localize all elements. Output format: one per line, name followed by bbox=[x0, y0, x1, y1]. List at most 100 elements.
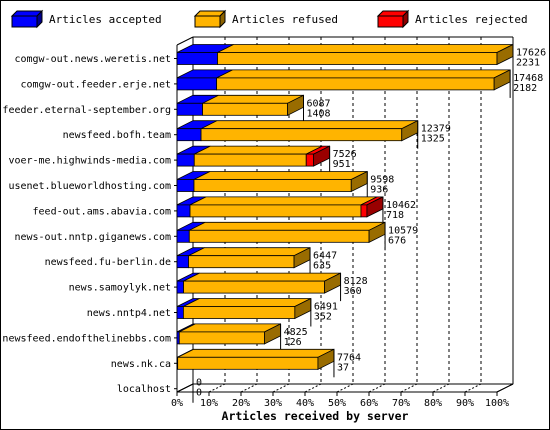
total-value-label: 9598 bbox=[370, 175, 394, 186]
bar-top bbox=[183, 272, 341, 282]
bar-segment bbox=[176, 179, 195, 192]
floor-gridline bbox=[240, 383, 258, 393]
accepted-value-label: 676 bbox=[388, 235, 406, 246]
floor-gridline bbox=[208, 383, 226, 393]
accepted-value-label: 718 bbox=[386, 210, 404, 221]
x-tick-label: 40% bbox=[296, 398, 314, 409]
x-tick-label: 100% bbox=[485, 398, 509, 409]
bar-top bbox=[183, 298, 312, 307]
y-axis-top-depth bbox=[176, 36, 194, 46]
bar-top bbox=[200, 120, 418, 130]
x-axis-title: Articles received by server bbox=[222, 409, 409, 423]
bar-top bbox=[217, 44, 514, 53]
accepted-value-label: 126 bbox=[284, 337, 302, 348]
bar-segment bbox=[176, 306, 184, 319]
bar-segment bbox=[176, 52, 218, 65]
category-label: newsfeed.fu-berlin.de bbox=[45, 257, 171, 268]
bar-segment bbox=[176, 128, 202, 142]
bar-top bbox=[179, 323, 281, 333]
accepted-value-label: 1408 bbox=[307, 108, 331, 119]
x-tick-label: 80% bbox=[424, 398, 442, 409]
total-value-label: 6491 bbox=[314, 302, 338, 313]
x-tick-label: 20% bbox=[232, 398, 250, 409]
legend-swatch bbox=[194, 15, 221, 28]
accepted-value-label: 360 bbox=[344, 286, 362, 297]
total-value-label: 12379 bbox=[421, 124, 451, 135]
accepted-value-label: 352 bbox=[314, 312, 332, 323]
accepted-value-label: 37 bbox=[337, 362, 349, 373]
category-label: voer-me.highwinds-media.com bbox=[8, 156, 171, 167]
total-value-label: 0 bbox=[196, 378, 202, 389]
total-value-label: 4825 bbox=[284, 327, 308, 338]
category-label: news.nk.ca bbox=[111, 359, 171, 370]
bar-segment bbox=[182, 306, 296, 319]
floor-gridline bbox=[432, 383, 450, 393]
accepted-value-label: 951 bbox=[333, 159, 351, 170]
category-label: comgw-out.news.weretis.net bbox=[14, 54, 171, 65]
bar-segment bbox=[200, 128, 403, 142]
bar-top bbox=[193, 171, 368, 180]
accepted-value-label: 2231 bbox=[516, 58, 540, 69]
accepted-value-label: 2182 bbox=[513, 83, 537, 94]
bar-segment bbox=[176, 204, 191, 218]
category-label: newsfeed.endofthelinebbs.com bbox=[2, 333, 171, 344]
bar-top bbox=[188, 247, 311, 257]
x-tick-label: 90% bbox=[456, 398, 474, 409]
floor-gridline bbox=[400, 383, 418, 393]
x-tick-label: 0% bbox=[171, 398, 183, 409]
total-value-label: 10462 bbox=[386, 200, 416, 211]
total-value-label: 10579 bbox=[388, 225, 418, 236]
bar-segment bbox=[188, 255, 295, 269]
accepted-value-label: 936 bbox=[370, 185, 388, 196]
category-label: localhost bbox=[117, 384, 171, 395]
legend-label: Articles accepted bbox=[49, 13, 162, 26]
x-tick-label: 10% bbox=[200, 398, 218, 409]
bar-segment bbox=[217, 52, 498, 65]
x-tick-label: 60% bbox=[360, 398, 378, 409]
total-value-label: 7526 bbox=[333, 149, 357, 160]
category-label: news-out.nntp.giganews.com bbox=[14, 232, 171, 243]
total-value-label: 8128 bbox=[344, 276, 368, 287]
floor-gridline bbox=[304, 383, 322, 393]
bar-segment bbox=[176, 102, 203, 116]
bar-top bbox=[216, 69, 511, 79]
bar-segment bbox=[189, 204, 362, 218]
bar-segment bbox=[176, 153, 195, 167]
floor-gridline bbox=[176, 383, 194, 393]
bar-segment bbox=[178, 331, 265, 345]
floor-gridline bbox=[496, 383, 514, 393]
bar-segment bbox=[183, 280, 325, 294]
accepted-value-label: 635 bbox=[313, 261, 331, 272]
bar-segment bbox=[176, 255, 189, 269]
total-value-label: 6447 bbox=[313, 251, 337, 262]
accepted-value-label: 0 bbox=[196, 388, 202, 399]
legend-label: Articles rejected bbox=[415, 13, 528, 26]
bar-segment bbox=[193, 179, 352, 192]
legend-swatch bbox=[11, 15, 38, 28]
category-label: news.samoylyk.net bbox=[69, 283, 171, 294]
x-tick-label: 70% bbox=[392, 398, 410, 409]
legend-swatch bbox=[377, 15, 404, 28]
total-value-label: 6087 bbox=[307, 98, 331, 109]
category-label: comgw-out.feeder.erje.net bbox=[20, 79, 171, 90]
total-value-label: 17468 bbox=[513, 73, 543, 84]
bar-segment bbox=[176, 280, 184, 294]
bar-top bbox=[189, 196, 378, 206]
bar-top bbox=[194, 145, 323, 155]
floor-gridline bbox=[336, 383, 354, 393]
bar-segment bbox=[202, 102, 288, 116]
accepted-value-label: 1325 bbox=[421, 134, 445, 145]
x-tick-label: 50% bbox=[328, 398, 346, 409]
bar-segment bbox=[188, 229, 370, 243]
bar-segment bbox=[360, 204, 368, 218]
legend-label: Articles refused bbox=[232, 13, 338, 26]
bar-top bbox=[202, 94, 304, 104]
category-label: newsfeed.bofh.team bbox=[63, 130, 171, 141]
category-label: news.nntp4.net bbox=[87, 308, 171, 319]
category-label: feed-out.ams.abavia.com bbox=[33, 206, 171, 217]
floor-gridline bbox=[368, 383, 386, 393]
floor-gridline bbox=[272, 383, 290, 393]
bar-segment bbox=[176, 77, 218, 91]
bar-segment bbox=[176, 229, 190, 243]
